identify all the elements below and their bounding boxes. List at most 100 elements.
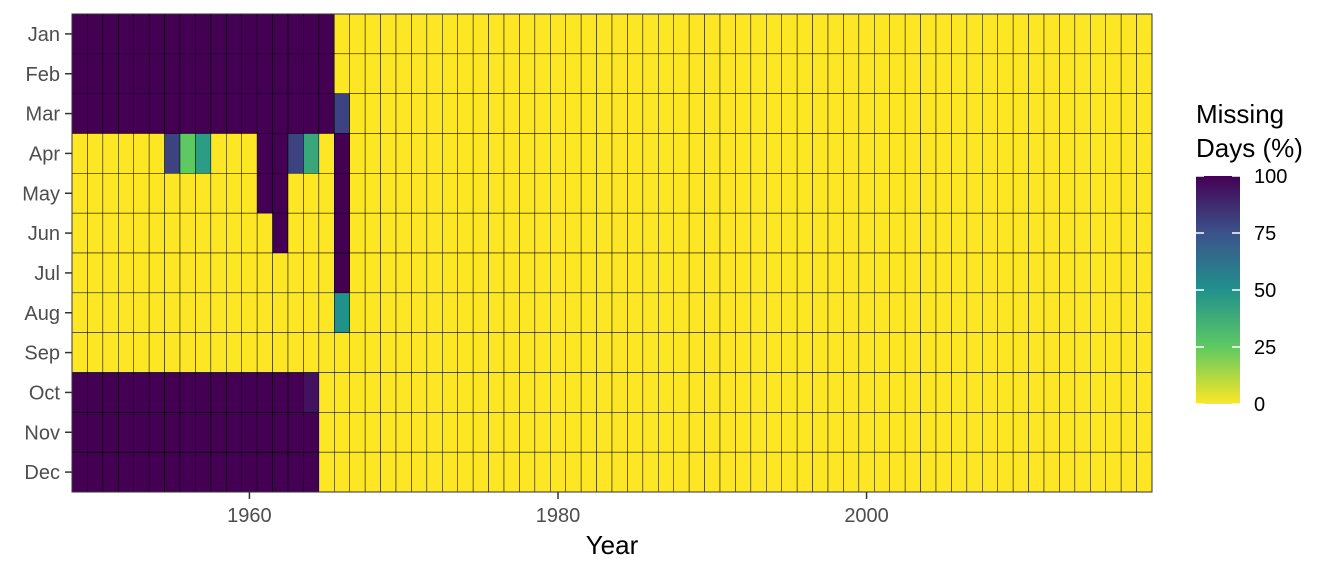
heatmap-cell-nov-1970 [395,412,412,453]
heatmap-cell-jun-1961 [256,212,273,254]
heatmap-cell-apr-1960 [241,133,258,174]
heatmap-cell-sep-1955 [164,332,181,373]
y-tick-label-may: May [22,183,60,205]
heatmap-cell-sep-1973 [442,332,458,373]
heatmap-cell-jan-1999 [843,13,860,55]
heatmap-cell-apr-1951 [102,133,119,174]
heatmap-cell-oct-2002 [889,372,906,413]
heatmap-cell-may-2007 [966,173,983,214]
heatmap-cell-jun-1953 [133,212,150,254]
y-tick-label-dec: Dec [24,462,60,484]
heatmap-cell-aug-1964 [303,292,320,333]
heatmap-cell-mar-2001 [874,93,890,134]
heatmap-cell-nov-1991 [719,412,736,453]
heatmap-cell-mar-1963 [287,93,304,134]
heatmap-cell-aug-2017 [1120,292,1137,333]
heatmap-cell-may-2002 [889,173,906,214]
heatmap-cell-jun-2001 [874,212,890,254]
legend-label-50: 50 [1254,280,1276,302]
heatmap-cell-oct-1952 [118,372,134,413]
heatmap-cell-sep-1963 [287,332,304,373]
heatmap-cell-mar-2018 [1136,93,1153,134]
heatmap-cell-jun-1978 [519,212,536,254]
legend-label-25: 25 [1254,337,1276,359]
heatmap-cell-mar-1997 [812,93,829,134]
heatmap-cell-may-1973 [442,173,458,214]
heatmap-cell-nov-2013 [1059,412,1076,453]
heatmap-cell-sep-1969 [380,332,397,373]
heatmap-cell-jan-1987 [658,13,674,55]
heatmap-cell-nov-1962 [272,412,289,453]
heatmap-cell-dec-2011 [1028,451,1045,493]
heatmap-cell-mar-1968 [364,93,381,134]
heatmap-cell-jul-1956 [179,252,196,294]
heatmap-cell-nov-1985 [627,412,644,453]
heatmap-cell-jan-1958 [210,13,227,55]
heatmap-cell-apr-2017 [1120,133,1137,174]
heatmap-cell-jun-2004 [920,212,937,254]
heatmap-cell-apr-2018 [1136,133,1153,174]
heatmap-cell-jul-1992 [735,252,752,294]
heatmap-cell-dec-1997 [812,451,829,493]
heatmap-cell-apr-1983 [596,133,613,174]
heatmap-cell-aug-1980 [550,292,566,333]
heatmap-cell-nov-1975 [472,412,489,453]
heatmap-cell-may-2017 [1120,173,1137,214]
heatmap-cell-apr-1962 [272,133,289,174]
heatmap-cell-aug-1976 [488,292,505,333]
heatmap-cell-sep-1964 [303,332,320,373]
x-tick-label-1980: 1980 [536,505,581,527]
heatmap-cell-aug-1986 [642,292,659,333]
heatmap-cell-mar-1978 [519,93,536,134]
heatmap-cell-nov-1958 [210,412,227,453]
panel-border [71,13,1153,493]
heatmap-cell-apr-1971 [411,133,428,174]
heatmap-cell-jan-1989 [688,13,705,55]
heatmap-cell-may-1994 [766,173,782,214]
heatmap-cell-mar-1988 [673,93,690,134]
heatmap-cell-jun-1964 [303,212,320,254]
heatmap-cell-may-1992 [735,173,752,214]
heatmap-cell-jul-2002 [889,252,906,294]
heatmap-cell-nov-1966 [334,412,350,453]
heatmap-cell-apr-2008 [982,133,998,174]
heatmap-cells [71,13,1153,493]
heatmap-cell-mar-2005 [935,93,952,134]
heatmap-cell-mar-1980 [550,93,566,134]
heatmap-cell-may-2000 [858,173,875,214]
heatmap-cell-may-1990 [704,173,721,214]
heatmap-cell-nov-2002 [889,412,906,453]
heatmap-cell-jan-1995 [781,13,798,55]
heatmap-cell-mar-1989 [688,93,705,134]
heatmap-cell-may-1950 [87,173,104,214]
heatmap-cell-may-2008 [982,173,998,214]
heatmap-cell-feb-2009 [997,53,1014,94]
heatmap-cell-dec-1998 [827,451,844,493]
heatmap-cell-dec-2015 [1090,451,1106,493]
heatmap-cell-sep-1991 [719,332,736,373]
heatmap-cell-jan-1970 [395,13,412,55]
heatmap-cell-aug-1959 [226,292,242,333]
heatmap-cell-jul-2004 [920,252,937,294]
heatmap-cell-sep-1984 [611,332,628,373]
y-tick-label-jan: Jan [28,24,60,46]
heatmap-cell-sep-1982 [580,332,597,373]
heatmap-cell-jun-2011 [1028,212,1045,254]
heatmap-cell-apr-1988 [673,133,690,174]
heatmap-cell-jun-2016 [1105,212,1122,254]
heatmap-cell-oct-2016 [1105,372,1122,413]
heatmap-cell-nov-1952 [118,412,134,453]
heatmap-cell-feb-1997 [812,53,829,94]
heatmap-cell-jun-1959 [226,212,242,254]
heatmap-cell-nov-1971 [411,412,428,453]
heatmap-cell-jul-2013 [1059,252,1076,294]
heatmap-cell-jun-1984 [611,212,628,254]
heatmap-cell-nov-1964 [303,412,320,453]
heatmap-cell-sep-1997 [812,332,829,373]
heatmap-cell-mar-1971 [411,93,428,134]
heatmap-cell-jan-2013 [1059,13,1076,55]
heatmap-cell-dec-1968 [364,451,381,493]
heatmap-cell-nov-2014 [1074,412,1091,453]
heatmap-cell-apr-1982 [580,133,597,174]
